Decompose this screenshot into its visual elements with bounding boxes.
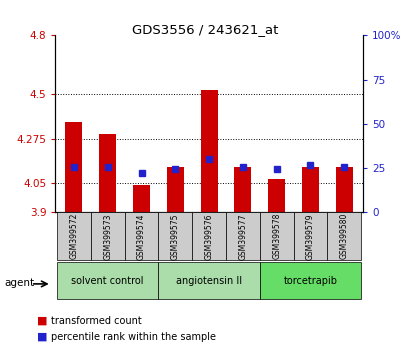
Text: GSM399577: GSM399577 <box>238 213 247 259</box>
Text: ■: ■ <box>37 332 47 342</box>
Bar <box>133 185 150 212</box>
Text: solvent control: solvent control <box>71 275 144 286</box>
Bar <box>91 212 124 260</box>
Bar <box>57 262 158 299</box>
Text: transformed count: transformed count <box>51 316 142 326</box>
Bar <box>99 134 116 212</box>
Text: GSM399574: GSM399574 <box>137 213 146 259</box>
Text: ■: ■ <box>37 316 47 326</box>
Bar <box>225 212 259 260</box>
Text: GSM399580: GSM399580 <box>339 213 348 259</box>
Text: agent: agent <box>4 278 34 288</box>
Text: torcetrapib: torcetrapib <box>283 275 337 286</box>
Text: GSM399576: GSM399576 <box>204 213 213 259</box>
Bar <box>326 212 360 260</box>
Bar <box>124 212 158 260</box>
Text: GSM399573: GSM399573 <box>103 213 112 259</box>
Text: GDS3556 / 243621_at: GDS3556 / 243621_at <box>131 23 278 36</box>
Bar <box>200 91 217 212</box>
Text: percentile rank within the sample: percentile rank within the sample <box>51 332 216 342</box>
Bar <box>158 262 259 299</box>
Text: angiotensin II: angiotensin II <box>175 275 242 286</box>
Bar <box>65 122 82 212</box>
Text: GSM399572: GSM399572 <box>69 213 78 259</box>
Bar <box>259 212 293 260</box>
Bar <box>335 167 352 212</box>
Text: GSM399579: GSM399579 <box>305 213 314 259</box>
Bar <box>57 212 91 260</box>
Text: GSM399575: GSM399575 <box>171 213 180 259</box>
Bar <box>158 212 192 260</box>
Bar <box>293 212 326 260</box>
Bar <box>234 167 251 212</box>
Bar <box>166 167 183 212</box>
Bar <box>267 179 284 212</box>
Bar <box>259 262 360 299</box>
Bar <box>192 212 225 260</box>
Text: GSM399578: GSM399578 <box>272 213 281 259</box>
Bar <box>301 167 318 212</box>
